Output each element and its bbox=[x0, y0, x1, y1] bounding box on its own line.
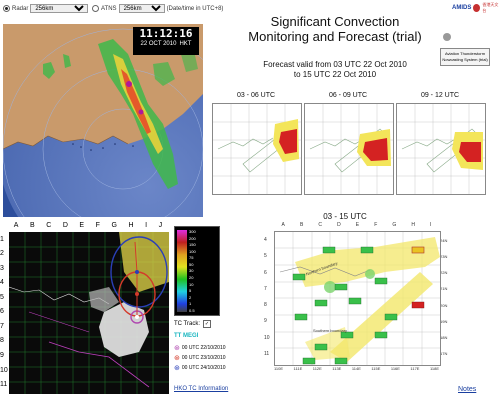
tc-row-numbers: 1 2 3 4 5 6 7 8 9 10 11 bbox=[0, 235, 8, 389]
tc-symbol-icon: ⊛ bbox=[174, 365, 180, 372]
time-note: (Date/time in UTC+8) bbox=[166, 5, 224, 12]
southern-boundary-label: Southern boundary bbox=[313, 328, 348, 333]
atns-label: ATNS bbox=[101, 5, 117, 12]
radar-image: 11:12:16 22 OCT 2010 HKT bbox=[3, 24, 203, 217]
big-forecast-lon-labels: 110E 111E 112E 113E 114E 115E 116E 117E … bbox=[274, 366, 439, 371]
northern-boundary-area bbox=[295, 237, 440, 287]
tc-track-checkbox[interactable]: ✓ bbox=[203, 320, 212, 328]
tc-symbol-icon: ⊛ bbox=[174, 345, 180, 352]
clock-time: 11:12:16 bbox=[139, 27, 193, 40]
tc-track-label: TC Track: bbox=[174, 321, 201, 327]
hko-logo-icon bbox=[473, 4, 481, 12]
forecast-panel-label: 09 - 12 UTC bbox=[420, 92, 460, 99]
forecast-validity: Forecast valid from 03 UTC 22 Oct 2010 t… bbox=[240, 60, 430, 80]
big-forecast-lat-labels: 24N 23N 22N 21N 20N 19N 18N 17N bbox=[440, 237, 448, 357]
big-forecast-col-letters: A B C D E F G H I bbox=[281, 222, 432, 228]
radar-map-svg bbox=[3, 24, 203, 217]
tc-symbol-icon: ⊛ bbox=[174, 355, 180, 362]
tc-satellite-map[interactable] bbox=[9, 232, 169, 394]
tc-name: TT MEGI bbox=[174, 333, 199, 339]
forecast-boxes bbox=[292, 246, 398, 365]
page-title-line1: Significant Convection bbox=[270, 14, 400, 29]
big-forecast-label: 03 - 15 UTC bbox=[323, 212, 367, 221]
forecast-panel-label: 03 - 06 UTC bbox=[236, 92, 276, 99]
page-title-line2: Monitoring and Forecast (trial) bbox=[248, 29, 422, 44]
big-forecast-map[interactable]: A B C D E F G H I 4 5 6 7 8 9 10 11 24N … bbox=[264, 222, 454, 374]
atns-range-control: ATNS 256km (Date/time in UTC+8) bbox=[92, 4, 223, 13]
hko-logo-text: 香港天文台 bbox=[482, 2, 499, 13]
scale-labels: 300 200 150 100 75 50 30 20 10 5 2 1 0.5 bbox=[189, 229, 196, 313]
notes-link[interactable]: Notes bbox=[458, 386, 477, 393]
atns-radio[interactable] bbox=[92, 5, 99, 12]
tc-legend-item: ⊛ 00 UTC 23/10/2010 bbox=[174, 355, 226, 362]
forecast-map-09-12[interactable] bbox=[396, 103, 486, 195]
atns-button[interactable]: Aviation Thunderstorm Nowcasting System … bbox=[440, 48, 490, 66]
atns-range-select[interactable]: 256km bbox=[118, 4, 165, 13]
tc-forecast-ring-outer bbox=[110, 236, 168, 308]
forecast-map-03-06[interactable] bbox=[212, 103, 302, 195]
radar-range-select[interactable]: 256km bbox=[30, 4, 89, 13]
forecast-map-06-09[interactable] bbox=[304, 103, 394, 195]
radar-radio[interactable] bbox=[3, 5, 10, 12]
page-title: Significant Convection Monitoring and Fo… bbox=[230, 14, 440, 44]
validity-line1: Forecast valid from 03 UTC 22 Oct 2010 bbox=[263, 60, 407, 69]
forecast-panel-label: 06 - 09 UTC bbox=[328, 92, 368, 99]
clock-date: 22 OCT 2010 bbox=[140, 41, 177, 47]
tc-legend-item: ⊛ 00 UTC 22/10/2010 bbox=[174, 345, 226, 352]
radar-range-control: Radar 256km bbox=[3, 4, 89, 13]
radar-clock: 11:12:16 22 OCT 2010 HKT bbox=[133, 27, 199, 55]
radar-label: Radar bbox=[12, 5, 29, 12]
amids-logo: AMIDS bbox=[452, 5, 472, 11]
tc-legend-item: ⊛ 00 UTC 24/10/2010 bbox=[174, 365, 226, 372]
big-forecast-map-body: Northern boundary Southern boundary bbox=[274, 231, 441, 366]
tc-col-letters: A B C D E F G H I J bbox=[13, 222, 163, 229]
southern-boundary-area bbox=[330, 272, 433, 362]
clock-zone: HKT bbox=[179, 41, 192, 47]
rainfall-color-scale: 300 200 150 100 75 50 30 20 10 5 2 1 0.5 bbox=[174, 226, 220, 316]
validity-line2: to 15 UTC 22 Oct 2010 bbox=[293, 70, 377, 79]
tc-track-toggle[interactable]: TC Track: ✓ bbox=[174, 320, 212, 328]
big-forecast-row-numbers: 4 5 6 7 8 9 10 11 bbox=[264, 237, 270, 357]
org-logo-group: AMIDS 香港天文台 bbox=[452, 2, 500, 14]
info-icon[interactable] bbox=[443, 33, 451, 41]
hko-tc-info-link[interactable]: HKO TC Information bbox=[174, 386, 229, 392]
